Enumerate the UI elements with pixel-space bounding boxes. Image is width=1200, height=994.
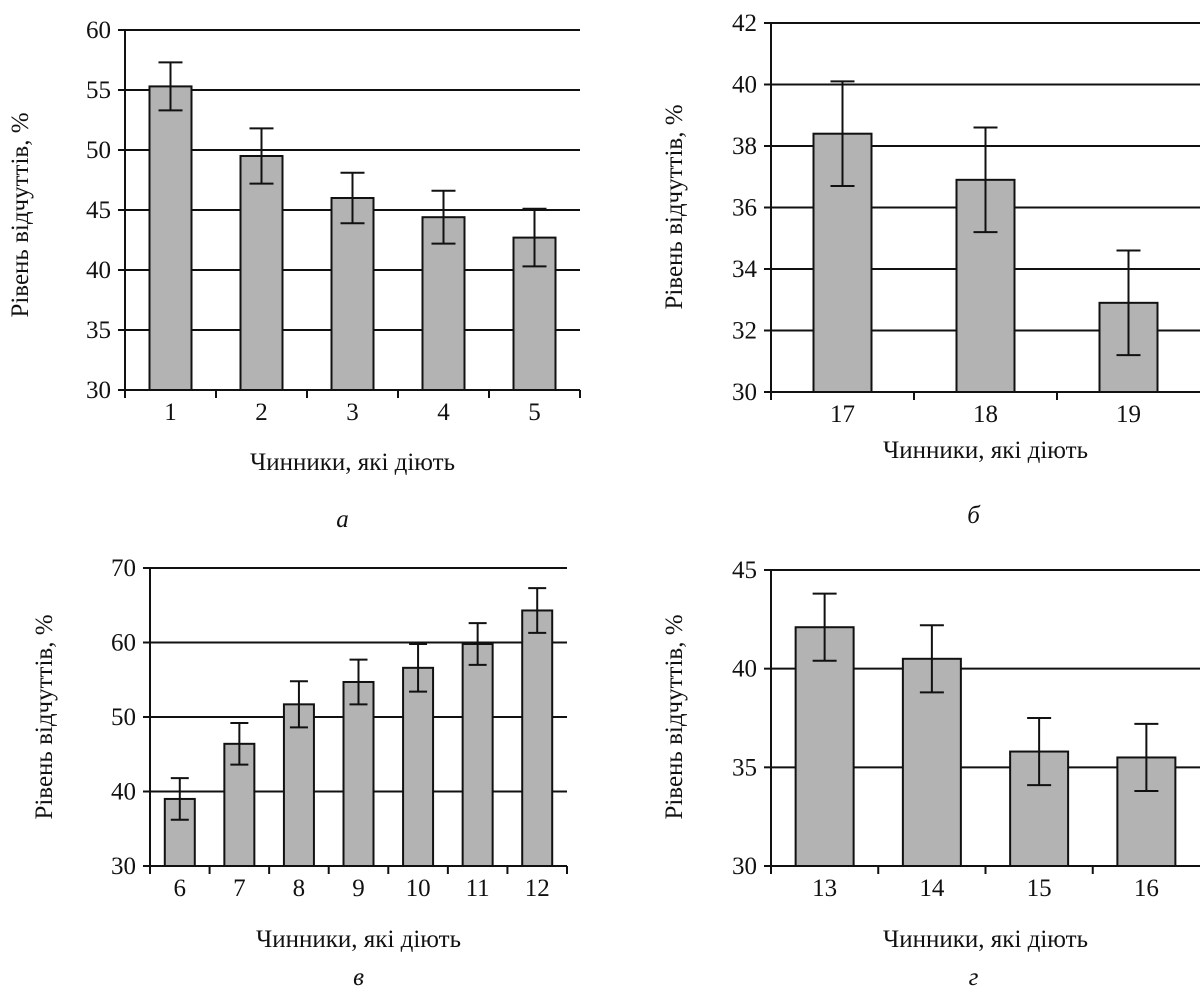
bar-8	[282, 703, 315, 868]
bar-3	[330, 197, 375, 391]
chart-panel-2: 30 32 34 36 38 40 42 17 18 19 Рівень відчуттів, % Ч…	[661, 10, 1200, 529]
x-tick-label: 4	[437, 399, 450, 426]
x-tick-label: 9	[352, 875, 365, 902]
x-tick-label: 11	[466, 875, 490, 902]
bar-10	[402, 666, 435, 868]
bar-13	[794, 626, 855, 868]
y-tick-label: 70	[111, 555, 136, 582]
y-tick-label: 35	[732, 754, 757, 781]
x-tick-label: 18	[973, 401, 998, 428]
bar-9	[342, 680, 375, 867]
chart-panel-4: 30 35 40 45 13 14 15 16 Рівень відчуттів, % Чинни…	[661, 557, 1200, 991]
x-axis-title: Чинники, які діють	[250, 449, 455, 476]
y-tick-label: 42	[732, 10, 757, 37]
x-tick-label: 8	[293, 875, 306, 902]
x-tick-label: 6	[174, 875, 187, 902]
y-tick-label: 40	[86, 257, 111, 284]
panel-letter: а	[336, 506, 349, 533]
y-tick-label: 45	[732, 557, 757, 584]
x-tick-label: 13	[812, 875, 837, 902]
y-tick-label: 34	[732, 256, 758, 283]
y-tick-label: 30	[111, 853, 136, 880]
x-tick-label: 19	[1116, 401, 1141, 428]
y-tick-label: 45	[86, 197, 111, 224]
y-tick-label: 38	[732, 133, 757, 160]
y-tick-label: 36	[732, 195, 757, 222]
y-axis-title: Рівень відчуттів, %	[661, 104, 688, 309]
x-tick-label: 14	[919, 875, 945, 902]
y-tick-label: 40	[732, 72, 757, 99]
y-tick-label: 60	[111, 630, 136, 657]
chart-panel-3: 30 40 50 60 70 6 7 8 9 10 11 12 Рівень відчуттів, % Ч…	[31, 555, 568, 991]
y-tick-label: 50	[111, 704, 136, 731]
y-tick-label: 40	[111, 779, 136, 806]
bar-15	[1009, 750, 1070, 868]
y-tick-label: 40	[732, 656, 757, 683]
y-tick-label: 55	[86, 77, 111, 104]
bar-4	[421, 216, 466, 391]
panel-letter: г	[969, 964, 979, 991]
x-tick-label: 10	[406, 875, 431, 902]
y-tick-label: 30	[732, 379, 757, 406]
y-tick-label: 30	[732, 853, 757, 880]
x-tick-label: 17	[830, 401, 855, 428]
bar-12	[521, 609, 554, 868]
panel-letter: б	[967, 502, 981, 529]
panel-letter: в	[353, 964, 364, 991]
x-axis-title: Чинники, які діють	[883, 926, 1088, 953]
bar-1	[148, 85, 193, 392]
x-tick-label: 1	[164, 399, 177, 426]
y-axis-title: Рівень відчуттів, %	[31, 614, 58, 819]
x-tick-label: 16	[1134, 875, 1159, 902]
y-tick-label: 32	[732, 318, 757, 345]
y-tick-label: 60	[86, 17, 111, 44]
x-tick-label: 12	[525, 875, 550, 902]
bar-2	[239, 155, 284, 391]
y-tick-label: 35	[86, 317, 111, 344]
y-axis-title: Рівень відчуттів, %	[661, 614, 688, 819]
x-tick-label: 15	[1027, 875, 1052, 902]
x-tick-label: 7	[233, 875, 246, 902]
x-axis-title: Чинники, які діють	[256, 926, 461, 953]
x-tick-label: 2	[255, 399, 268, 426]
x-axis-title: Чинники, які діють	[883, 437, 1088, 464]
y-axis-title: Рівень відчуттів, %	[7, 112, 34, 317]
bar-11	[461, 642, 494, 867]
bar-5	[512, 236, 557, 391]
x-tick-label: 3	[346, 399, 359, 426]
x-tick-label: 5	[528, 399, 541, 426]
y-tick-label: 50	[86, 137, 111, 164]
y-tick-label: 30	[86, 377, 111, 404]
